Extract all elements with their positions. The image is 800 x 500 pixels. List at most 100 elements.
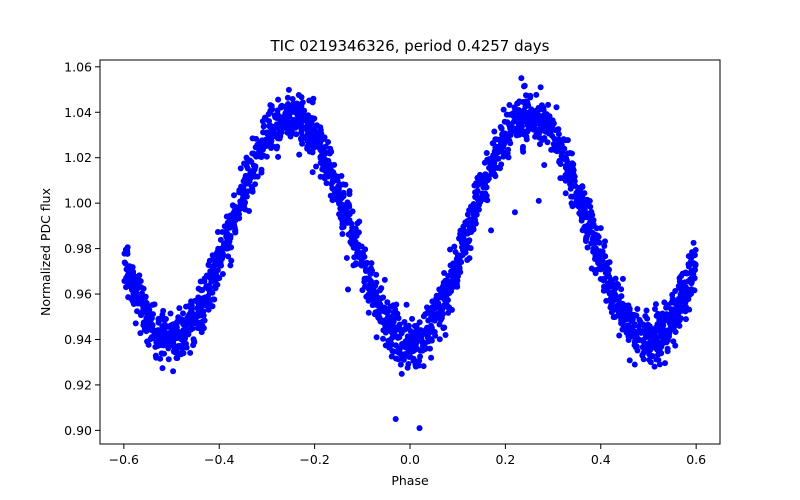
data-point bbox=[342, 206, 349, 213]
data-point bbox=[382, 308, 389, 315]
x-tick-label: −0.6 bbox=[109, 452, 139, 467]
data-point bbox=[448, 306, 455, 313]
data-point bbox=[247, 175, 254, 182]
data-point bbox=[542, 128, 549, 135]
data-point bbox=[447, 278, 454, 285]
data-point bbox=[252, 163, 259, 170]
data-point bbox=[304, 143, 311, 150]
data-point bbox=[692, 246, 699, 253]
data-point bbox=[136, 272, 143, 279]
data-point bbox=[471, 204, 478, 211]
data-point bbox=[155, 315, 162, 322]
data-point bbox=[344, 217, 351, 224]
data-point bbox=[236, 187, 243, 194]
chart-title: TIC 0219346326, period 0.4257 days bbox=[269, 37, 549, 55]
data-point bbox=[133, 277, 140, 284]
data-point bbox=[535, 126, 542, 133]
data-point bbox=[166, 323, 173, 330]
data-point bbox=[623, 329, 630, 336]
data-point bbox=[195, 307, 202, 314]
data-point bbox=[501, 135, 508, 142]
data-point bbox=[578, 217, 585, 224]
data-point bbox=[174, 355, 181, 362]
data-point bbox=[311, 141, 318, 148]
data-point bbox=[183, 303, 190, 310]
data-point bbox=[380, 294, 387, 301]
data-point bbox=[553, 104, 560, 111]
data-point bbox=[266, 109, 273, 116]
data-point bbox=[298, 117, 305, 124]
data-point bbox=[603, 262, 610, 269]
data-point bbox=[159, 337, 166, 344]
data-point bbox=[463, 245, 470, 252]
data-point bbox=[516, 98, 523, 105]
data-point bbox=[351, 242, 358, 249]
data-point bbox=[260, 146, 266, 153]
data-point bbox=[362, 268, 369, 274]
data-point bbox=[686, 306, 693, 313]
data-point bbox=[240, 192, 247, 199]
x-tick-label: 0.0 bbox=[400, 452, 420, 467]
data-point bbox=[619, 300, 626, 307]
data-point bbox=[390, 302, 397, 309]
data-point bbox=[430, 312, 437, 319]
data-point bbox=[450, 266, 457, 273]
data-point bbox=[252, 181, 259, 188]
x-tick-label: −0.2 bbox=[299, 452, 329, 467]
data-point bbox=[420, 363, 427, 370]
data-point bbox=[284, 94, 291, 101]
y-tick-label: 1.04 bbox=[64, 105, 92, 120]
data-point bbox=[445, 272, 452, 279]
data-point bbox=[585, 224, 592, 231]
data-point bbox=[587, 212, 594, 219]
data-point bbox=[227, 262, 234, 269]
data-point bbox=[317, 147, 324, 153]
data-point bbox=[149, 311, 156, 318]
data-point bbox=[350, 262, 357, 269]
data-point bbox=[317, 173, 324, 180]
data-point bbox=[395, 356, 402, 363]
data-point bbox=[539, 137, 546, 144]
data-point bbox=[500, 106, 507, 113]
data-point bbox=[579, 195, 586, 202]
data-point bbox=[158, 350, 165, 357]
data-point bbox=[398, 370, 405, 377]
data-point bbox=[232, 228, 239, 235]
data-point bbox=[185, 327, 192, 334]
data-point bbox=[171, 343, 178, 350]
y-tick-label: 0.98 bbox=[64, 241, 92, 256]
data-point bbox=[196, 312, 203, 319]
data-point bbox=[443, 278, 450, 285]
data-point bbox=[672, 342, 679, 349]
data-point bbox=[376, 314, 383, 321]
data-point bbox=[136, 294, 143, 301]
data-point bbox=[561, 156, 568, 163]
data-point bbox=[270, 128, 277, 135]
data-point bbox=[229, 202, 236, 209]
data-point bbox=[138, 284, 145, 291]
data-point bbox=[581, 205, 588, 212]
data-point bbox=[491, 128, 498, 135]
data-point bbox=[373, 279, 380, 286]
data-point bbox=[370, 297, 377, 304]
data-point bbox=[200, 325, 207, 332]
data-point bbox=[582, 211, 589, 218]
data-point bbox=[564, 168, 571, 175]
data-point bbox=[285, 86, 292, 93]
data-point bbox=[608, 309, 615, 316]
data-point bbox=[401, 353, 408, 360]
data-point bbox=[663, 317, 670, 324]
x-axis-title: Phase bbox=[391, 473, 429, 488]
data-point bbox=[242, 175, 249, 182]
data-point bbox=[464, 256, 471, 263]
data-point bbox=[252, 144, 259, 151]
data-point bbox=[606, 282, 613, 289]
data-point bbox=[195, 285, 202, 292]
data-point bbox=[454, 283, 461, 290]
data-point bbox=[365, 309, 372, 316]
data-point bbox=[244, 165, 251, 172]
data-point bbox=[447, 246, 454, 253]
data-point bbox=[243, 180, 250, 187]
data-point bbox=[554, 148, 561, 155]
